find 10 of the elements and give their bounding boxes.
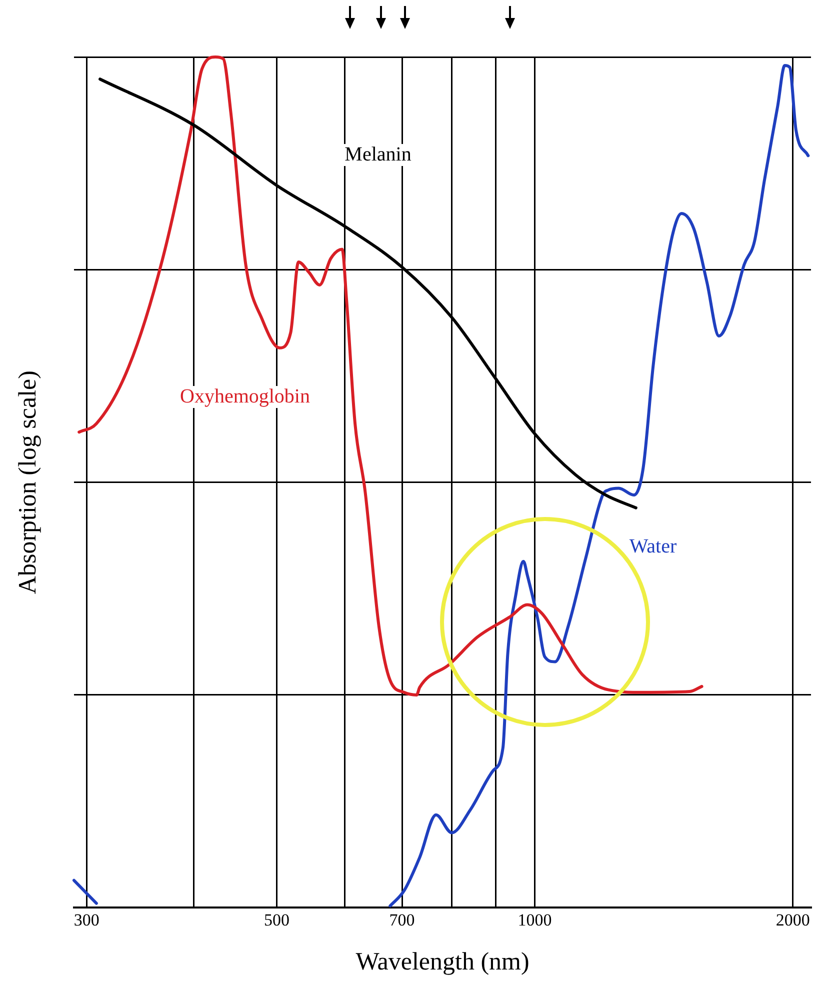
text: Oxyhemoglobin bbox=[180, 385, 310, 408]
x-tick-label: 300 bbox=[74, 910, 100, 930]
x-tick-label: 1000 bbox=[518, 910, 552, 930]
y-axis-title: Absorption (log scale) bbox=[14, 370, 42, 594]
text: Melanin bbox=[344, 143, 412, 166]
series-label: Water bbox=[629, 535, 677, 558]
x-tick-label: 700 bbox=[389, 910, 415, 930]
x-tick-label: 500 bbox=[264, 910, 290, 930]
x-axis-title: Wavelength (nm) bbox=[356, 948, 530, 976]
x-tick-label: 2000 bbox=[776, 910, 810, 930]
